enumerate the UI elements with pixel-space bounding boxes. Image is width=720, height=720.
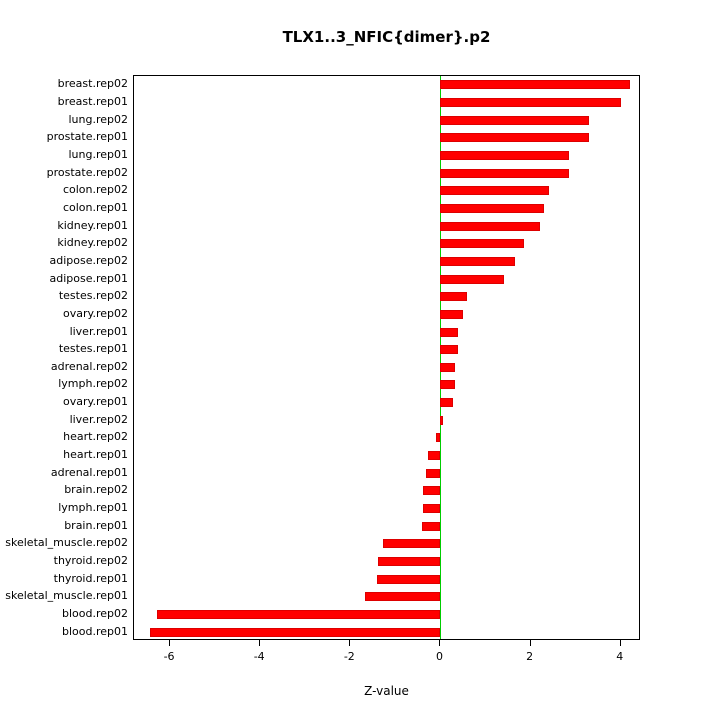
x-tick-mark [169,640,171,646]
bar [440,362,456,372]
x-tick-label: -2 [343,650,355,663]
category-label: brain.rep02 [64,483,128,497]
category-label: adrenal.rep02 [50,359,128,373]
bar [440,186,549,196]
category-label: testes.rep02 [58,289,128,303]
category-label: brain.rep01 [64,518,128,532]
category-label: heart.rep02 [63,430,128,444]
bar [440,239,524,249]
category-label: lung.rep01 [68,147,128,161]
bar [440,203,545,213]
bar [156,610,441,620]
category-label: breast.rep02 [57,77,128,91]
bar [440,80,630,90]
category-label: lymph.rep01 [58,501,128,515]
bar [440,292,468,302]
x-tick-label: 4 [616,650,624,663]
category-label: heart.rep01 [63,448,128,462]
category-label: thyroid.rep01 [53,571,128,585]
x-tick-label: 0 [435,650,443,663]
bar [440,309,463,319]
x-tick-mark [259,640,261,646]
bar [149,627,441,637]
bar [440,256,515,266]
category-label: lymph.rep02 [58,377,128,391]
bar [440,168,569,178]
category-label: prostate.rep02 [46,165,128,179]
category-label: ovary.rep01 [63,395,128,409]
x-tick-label: 2 [526,650,534,663]
category-label: breast.rep01 [57,94,128,108]
category-label: colon.rep02 [62,183,128,197]
category-label: ovary.rep02 [63,306,128,320]
bar [440,97,621,107]
bar [440,274,504,284]
category-label: testes.rep01 [58,342,128,356]
category-label: thyroid.rep02 [53,554,128,568]
bar [365,592,441,602]
bar [425,468,441,478]
x-tick-label: -4 [253,650,265,663]
bar [440,221,540,231]
bar [423,486,441,496]
x-tick-mark [439,640,441,646]
bar [440,115,590,125]
x-tick-mark [529,640,531,646]
bar [440,345,458,355]
x-axis-label: Z-value [364,684,409,698]
category-label: kidney.rep01 [57,218,128,232]
zero-line [440,76,442,639]
category-label: skeletal_muscle.rep01 [5,589,128,603]
category-label: liver.rep01 [69,324,128,338]
bar [428,451,441,461]
category-label: colon.rep01 [62,200,128,214]
bar [423,504,441,514]
bar [421,521,441,531]
x-tick-mark [349,640,351,646]
category-label: blood.rep02 [61,607,128,621]
bar [440,150,569,160]
category-label: kidney.rep02 [57,236,128,250]
chart-title: TLX1..3_NFIC{dimer}.p2 [282,28,491,46]
plot-area [133,75,640,640]
category-label: adipose.rep02 [49,253,128,267]
bar [440,133,590,143]
bar [440,415,443,425]
x-tick-mark [619,640,621,646]
category-label: blood.rep01 [61,624,128,638]
category-label: adrenal.rep01 [50,465,128,479]
bar [377,574,441,584]
bar [383,539,441,549]
bar [435,433,441,443]
category-label: prostate.rep01 [46,130,128,144]
bar [440,398,453,408]
bar [440,327,458,337]
category-label: adipose.rep01 [49,271,128,285]
x-tick-label: -6 [163,650,175,663]
bar [378,557,441,567]
category-label: lung.rep02 [68,112,128,126]
category-label: liver.rep02 [69,412,128,426]
bar [440,380,456,390]
category-label: skeletal_muscle.rep02 [5,536,128,550]
